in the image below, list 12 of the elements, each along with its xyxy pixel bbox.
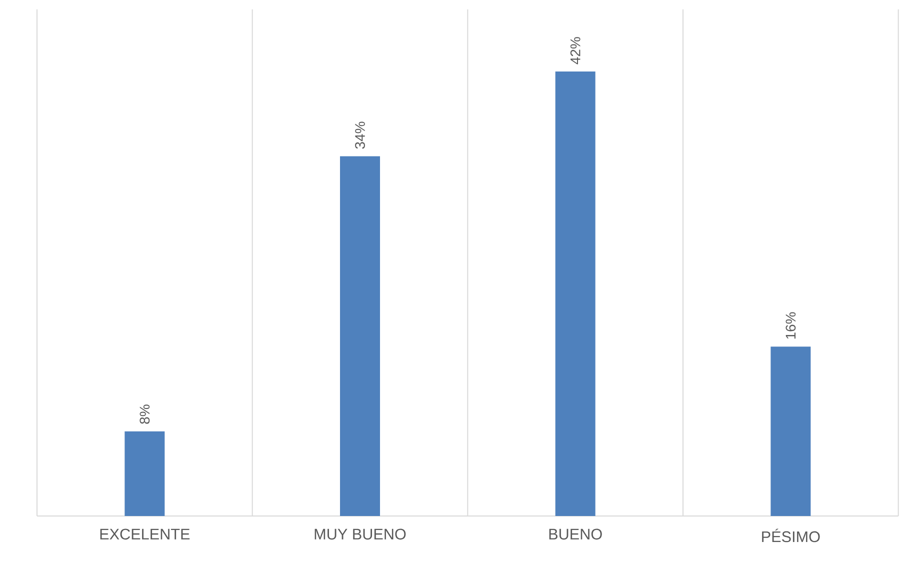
- x-tick-label: MUY BUENO: [314, 528, 406, 540]
- bar: [124, 431, 165, 516]
- data-label: 8%: [140, 404, 150, 424]
- bar: [770, 346, 811, 516]
- x-tick-label: EXCELENTE: [100, 528, 190, 540]
- x-tick-label: BUENO: [549, 528, 602, 540]
- data-label: 16%: [786, 312, 796, 339]
- data-label: 34%: [355, 122, 365, 149]
- x-tick-label: PÉSIMO: [762, 528, 820, 542]
- bar: [340, 156, 380, 516]
- data-label: 42%: [570, 37, 580, 64]
- bar: [555, 72, 596, 516]
